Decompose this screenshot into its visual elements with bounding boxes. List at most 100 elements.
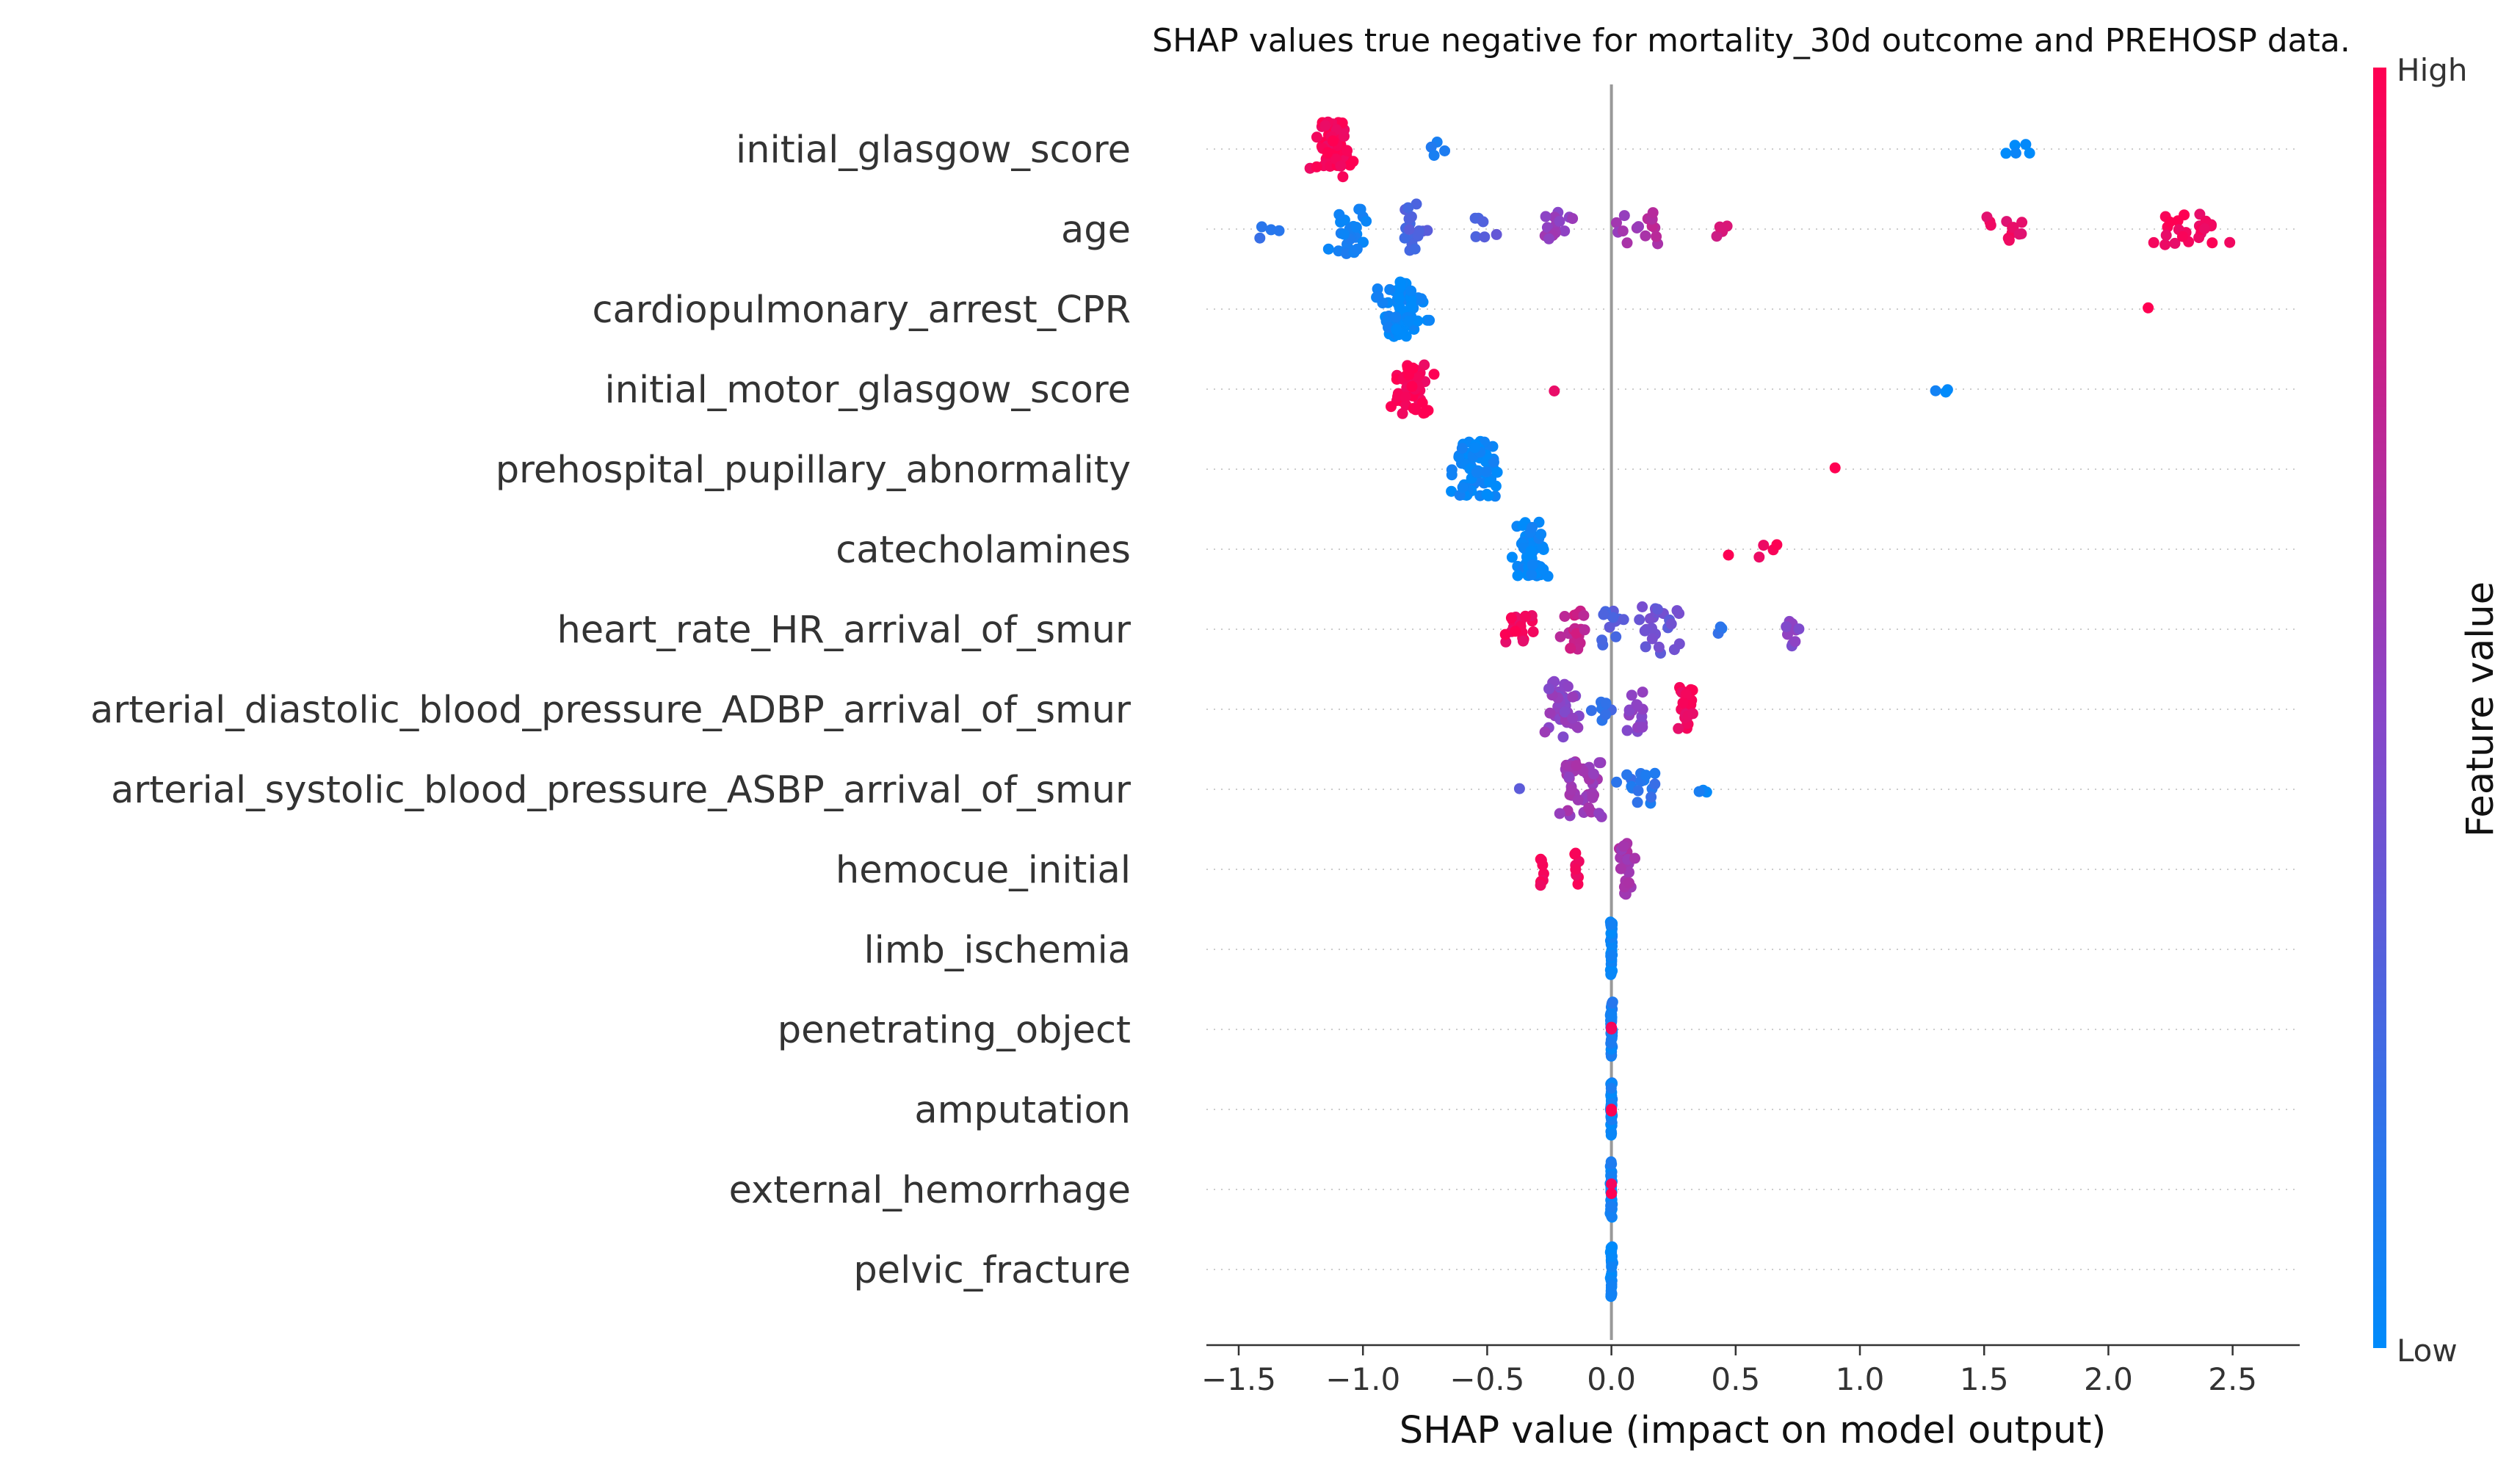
shap-point xyxy=(1391,324,1402,336)
shap-point xyxy=(1405,300,1417,312)
shap-point xyxy=(1372,291,1384,303)
shap-point xyxy=(1538,563,1549,575)
shap-point xyxy=(1525,546,1537,557)
shap-point xyxy=(1606,949,1618,960)
shap-point xyxy=(1513,783,1525,794)
shap-point xyxy=(1535,880,1546,891)
shap-point xyxy=(1413,225,1424,236)
shap-point xyxy=(1554,631,1566,642)
shap-point xyxy=(1615,863,1626,874)
shap-point xyxy=(1535,855,1547,866)
shap-point xyxy=(1402,316,1414,327)
shap-point xyxy=(1637,721,1648,733)
shap-point xyxy=(1400,391,1411,403)
shap-point xyxy=(1337,171,1349,183)
feature-label: limb_ischemia xyxy=(864,929,1131,972)
shap-point xyxy=(1554,808,1565,819)
shap-point xyxy=(1606,1105,1618,1117)
shap-point xyxy=(1384,283,1396,295)
shap-point xyxy=(1456,443,1468,454)
shap-point xyxy=(1559,611,1571,622)
shap-point xyxy=(1535,529,1547,540)
shap-point xyxy=(1793,623,1805,635)
row-guides xyxy=(1206,148,2300,1270)
shap-point xyxy=(1422,225,1433,236)
shap-point xyxy=(2016,217,2028,228)
shap-point xyxy=(2003,234,2015,246)
shap-point xyxy=(1499,629,1511,640)
shap-point xyxy=(1714,221,1726,233)
shap-point xyxy=(1623,866,1634,878)
shap-point xyxy=(1479,231,1491,243)
shap-point xyxy=(1606,1024,1618,1035)
shap-point xyxy=(1758,540,1770,551)
shap-point xyxy=(1491,228,1502,240)
shap-point xyxy=(2169,237,2181,249)
shap-point xyxy=(1626,689,1637,701)
shap-point xyxy=(1355,203,1366,215)
feature-label: initial_motor_glasgow_score xyxy=(605,369,1132,412)
shap-point xyxy=(2148,236,2159,248)
shap-point xyxy=(1543,233,1554,245)
shap-point xyxy=(1416,293,1427,305)
shap-point xyxy=(1416,397,1428,409)
colorbar: High Low Feature value xyxy=(2373,52,2502,1369)
shap-point xyxy=(1671,605,1683,617)
shap-point xyxy=(1394,281,1406,293)
shap-point xyxy=(1557,731,1569,743)
shap-point xyxy=(1606,1128,1618,1140)
shap-point xyxy=(1578,609,1590,621)
shap-point xyxy=(1527,521,1538,533)
shap-point xyxy=(1567,691,1579,703)
shap-point xyxy=(1319,120,1331,131)
shap-point xyxy=(1446,469,1458,481)
shap-point xyxy=(1605,919,1617,930)
shap-point xyxy=(1386,401,1397,413)
shap-point xyxy=(1338,228,1350,240)
shap-point xyxy=(1482,490,1494,501)
shap-point xyxy=(1649,767,1661,779)
shap-point xyxy=(1639,625,1651,637)
shap-point xyxy=(1351,243,1363,255)
shap-point xyxy=(1570,863,1582,875)
feature-label: age xyxy=(1061,209,1131,252)
chart-title: SHAP values true negative for mortality_… xyxy=(1152,22,2350,59)
shap-point xyxy=(1651,231,1662,242)
shap-point xyxy=(1422,405,1434,416)
colorbar-low-label: Low xyxy=(2397,1333,2458,1369)
shap-point xyxy=(1618,614,1629,626)
x-axis-title: SHAP value (impact on model output) xyxy=(1400,1409,2107,1452)
shap-point xyxy=(1311,131,1322,143)
shap-point xyxy=(1565,784,1577,796)
shap-point xyxy=(1715,621,1726,633)
shap-point xyxy=(1596,634,1608,646)
shap-point xyxy=(1605,927,1617,939)
shap-point xyxy=(1457,482,1469,493)
shap-point xyxy=(1687,708,1698,720)
shap-point xyxy=(1409,243,1421,255)
shap-point xyxy=(1605,968,1617,980)
shap-point xyxy=(1537,541,1549,553)
shap-point xyxy=(1256,221,1267,233)
shap-point xyxy=(1621,237,1633,249)
shap-point xyxy=(1600,709,1612,720)
shap-point xyxy=(1383,322,1394,333)
shap-point xyxy=(1606,1178,1618,1189)
shap-point xyxy=(1637,601,1648,612)
x-axis: −1.5 −1.0 −0.5 0.0 0.5 1.0 1.5 2.0 2.5 xyxy=(1201,1344,2300,1397)
shap-point xyxy=(1640,641,1651,653)
shap-point xyxy=(1617,225,1629,237)
shap-point xyxy=(1565,642,1576,654)
feature-label: hemocue_initial xyxy=(836,849,1131,892)
shap-point xyxy=(1665,618,1677,630)
shap-point xyxy=(1265,224,1277,236)
shap-point xyxy=(1544,707,1556,719)
x-tick-label: 0.0 xyxy=(1587,1361,1636,1397)
shap-point xyxy=(1571,760,1582,772)
shap-point xyxy=(1342,145,1353,156)
shap-point xyxy=(2206,237,2218,249)
shap-point xyxy=(1593,808,1605,819)
shap-point xyxy=(1519,610,1531,622)
shap-point xyxy=(2160,229,2172,241)
